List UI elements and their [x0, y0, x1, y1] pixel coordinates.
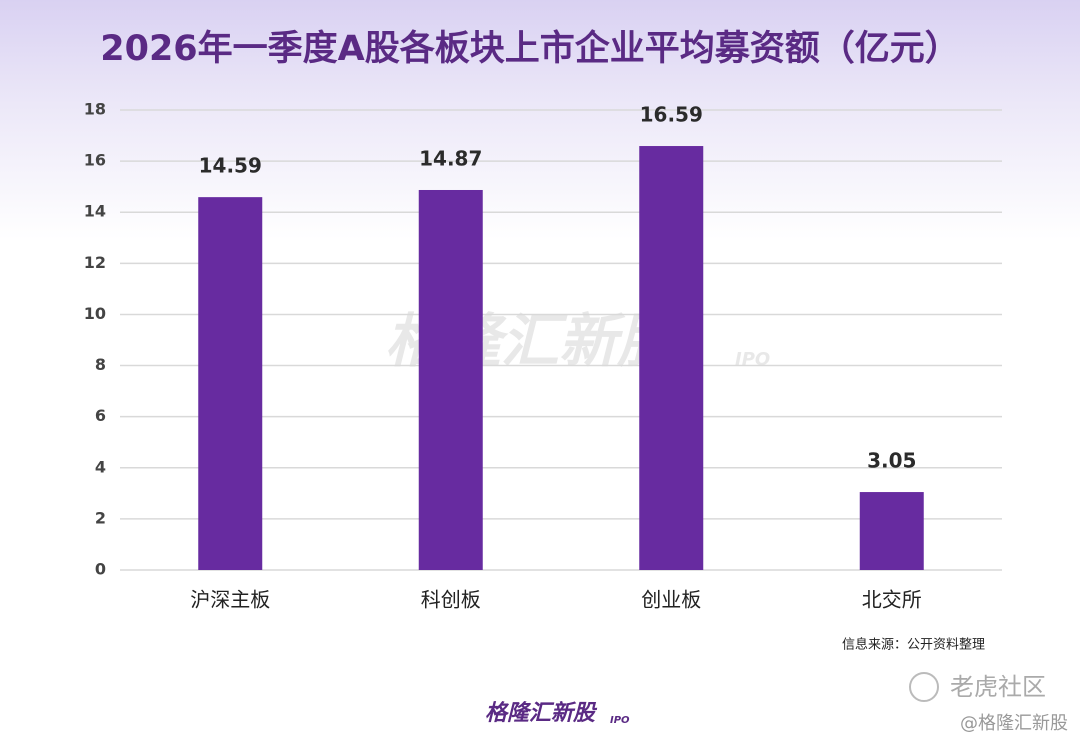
x-tick-label: 北交所: [862, 588, 922, 612]
y-tick-label: 10: [84, 304, 106, 323]
y-tick-label: 4: [95, 457, 106, 476]
value-label: 3.05: [867, 449, 916, 473]
platform-name: 老虎社区: [950, 673, 1046, 701]
y-tick-label: 16: [84, 151, 106, 170]
y-tick-label: 18: [84, 100, 106, 119]
y-tick-label: 0: [95, 560, 106, 579]
chart-title: 2026年一季度A股各板块上市企业平均募资额（亿元）: [100, 28, 960, 69]
y-tick-label: 2: [95, 508, 106, 527]
bar: [198, 197, 263, 570]
x-tick-label: 创业板: [641, 588, 701, 612]
platform-icon: [909, 672, 939, 702]
source-note: 信息来源：公开资料整理: [842, 637, 985, 653]
y-tick-label: 14: [84, 202, 106, 221]
y-tick-label: 6: [95, 406, 106, 425]
y-tick-label: 12: [84, 253, 106, 272]
footer-logo: 格隆汇新股: [485, 700, 598, 726]
bar: [859, 492, 924, 570]
x-tick-label: 沪深主板: [190, 588, 270, 612]
y-tick-label: 8: [95, 355, 106, 374]
platform-handle: @格隆汇新股: [960, 713, 1068, 734]
value-label: 14.59: [199, 154, 262, 178]
bar: [639, 146, 704, 571]
watermark-suffix: IPO: [735, 349, 770, 370]
value-label: 16.59: [640, 103, 703, 127]
value-label: 14.87: [419, 146, 482, 170]
x-tick-label: 科创板: [421, 588, 481, 612]
bar: [418, 189, 483, 570]
footer-logo-suffix: IPO: [610, 715, 630, 726]
